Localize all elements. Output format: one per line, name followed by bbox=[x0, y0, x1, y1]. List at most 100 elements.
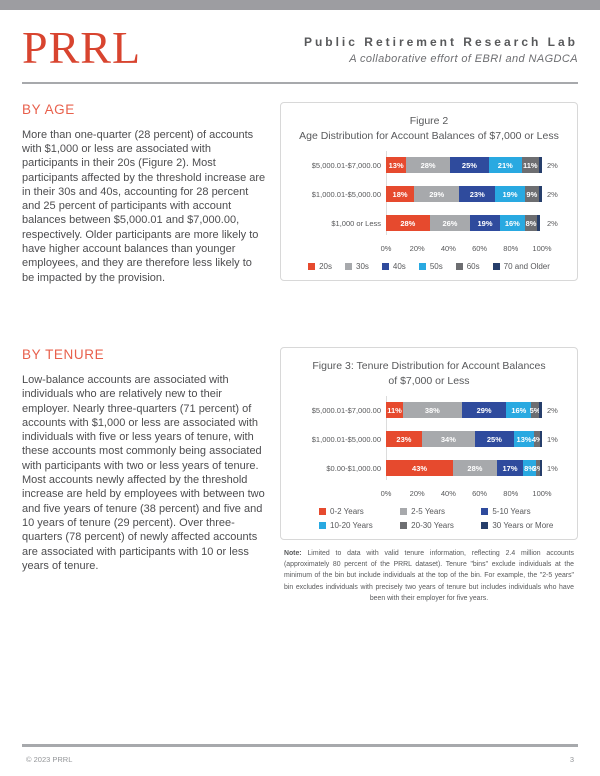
bar-segment-value: 43% bbox=[412, 463, 428, 473]
bar-segment: 11% bbox=[521, 157, 539, 174]
figure2-plot-area: $5,000.01-$7,000.00 13% 28% 25% 21% 11% 2% $1,0… bbox=[293, 151, 565, 236]
bar-segment-value: 11% bbox=[522, 160, 538, 170]
bar-segment-value: 28% bbox=[400, 218, 416, 228]
bar-segment-value: 11% bbox=[387, 405, 402, 415]
bar-segment bbox=[538, 186, 542, 203]
figure3-title: Figure 3: Tenure Distribution for Accoun… bbox=[293, 359, 565, 389]
bar-segment: 23% bbox=[386, 431, 422, 448]
legend-swatch bbox=[400, 522, 408, 530]
bar-segment: 3% bbox=[532, 460, 544, 477]
by-tenure-paragraph: Low-balance accounts are associated with… bbox=[22, 373, 265, 572]
legend-item: 70 and Older bbox=[492, 262, 550, 272]
legend-swatch bbox=[319, 522, 326, 530]
legend-swatch bbox=[319, 508, 326, 516]
bar-outside-value: 2% bbox=[547, 405, 558, 415]
legend-label: 40s bbox=[392, 262, 406, 272]
bar-segment: 19% bbox=[470, 215, 500, 232]
org-name: Public Retirement Research Lab bbox=[303, 34, 578, 49]
chart-row: $1,000.01-$5,000.00 23% 34% 25% 13% 4% 1% bbox=[293, 431, 565, 448]
bar-segment-value: 3% bbox=[532, 463, 544, 473]
by-age-heading: BY AGE bbox=[22, 101, 75, 117]
category-label: $1,000 or Less bbox=[331, 218, 381, 228]
legend-item: 10-20 Years bbox=[319, 521, 400, 530]
x-axis-tick-label: 40% bbox=[440, 244, 456, 254]
bar-segment-value: 21% bbox=[497, 160, 513, 170]
figure2-title-line2: Age Distribution for Account Balances of… bbox=[299, 129, 559, 142]
bar-segment-value: 16% bbox=[504, 218, 520, 228]
category-label: $0.00-$1,000.00 bbox=[326, 463, 381, 473]
figure3-title-line2: of $7,000 or Less bbox=[388, 375, 470, 388]
figure3-plot-area: $5,000.01-$7,000.00 11% 38% 29% 16% 5% 2% $1,00… bbox=[293, 396, 565, 481]
bar-segment bbox=[540, 460, 542, 477]
by-tenure-text-column: BY TENURE Low-balance accounts are assoc… bbox=[22, 347, 266, 573]
bar-segment-value: 13% bbox=[516, 434, 532, 444]
x-axis-ticks: 0% 20% 40% 60% 80% 100% bbox=[381, 244, 552, 255]
legend-swatch bbox=[345, 263, 352, 271]
legend-item: 30s bbox=[345, 262, 369, 271]
bar-outside-value: 2% bbox=[547, 189, 558, 199]
prrl-logo: PRRL bbox=[22, 22, 142, 73]
x-axis-tick-label: 60% bbox=[472, 489, 488, 499]
legend-item: 20s bbox=[308, 262, 332, 271]
category-label: $1,000.01-$5,000.00 bbox=[311, 434, 381, 444]
bar-segment: 43% bbox=[386, 460, 454, 477]
figure3-chart: $5,000.01-$7,000.00 11% 38% 29% 16% 5% 2% $1,00… bbox=[293, 396, 565, 530]
footer-divider bbox=[22, 744, 578, 747]
bar-segment: 29% bbox=[414, 186, 460, 203]
chart-row: $1,000 or Less 28% 26% 19% 16% 8% 2% bbox=[293, 215, 565, 232]
legend-swatch bbox=[418, 263, 426, 271]
bar-segment: 19% bbox=[495, 186, 525, 203]
bar-segment-value: 23% bbox=[396, 434, 412, 444]
x-axis-ticks: 0% 20% 40% 60% 80% 100% bbox=[381, 489, 552, 500]
x-axis-tick-label: 80% bbox=[503, 244, 519, 254]
bar-segment-value: 25% bbox=[461, 160, 477, 170]
legend-swatch bbox=[400, 508, 408, 516]
chart-row: $0.00-$1,000.00 43% 28% 17% 8% 3% 1% bbox=[293, 460, 565, 477]
category-label: $5,000.01-$7,000.00 bbox=[311, 405, 381, 415]
legend-label: 30 Years or More bbox=[492, 521, 554, 531]
bar-segment-value: 29% bbox=[429, 189, 445, 199]
bar-segment-value: 38% bbox=[424, 405, 440, 415]
figure3-x-axis: 0% 20% 40% 60% 80% 100% bbox=[293, 489, 565, 500]
bar-segment-value: 34% bbox=[440, 434, 456, 444]
category-label: $1,000.01-$5,000.00 bbox=[311, 189, 381, 199]
bar-segment: 5% bbox=[530, 402, 540, 419]
note-text: Limited to data with valid tenure inform… bbox=[284, 550, 574, 602]
figure3-title-line1: Figure 3: Tenure Distribution for Accoun… bbox=[312, 359, 546, 372]
bar-segment: 28% bbox=[453, 460, 497, 477]
legend-item: 40s bbox=[381, 262, 406, 272]
chart-row: $1,000.01-$5,000.00 18% 29% 23% 19% 9% 2% bbox=[293, 186, 565, 203]
header-divider bbox=[22, 81, 578, 84]
bar-segment: 21% bbox=[488, 157, 522, 174]
bar-segment-value: 13% bbox=[388, 160, 404, 170]
bar-segment: 8% bbox=[524, 215, 538, 232]
legend-swatch bbox=[492, 263, 500, 271]
bar-segment-value: 4% bbox=[531, 434, 543, 444]
x-axis-tick-label: 60% bbox=[472, 244, 488, 254]
bar-outside-value: 1% bbox=[547, 463, 558, 473]
bar-outside-value: 2% bbox=[547, 218, 558, 228]
bar-segment: 4% bbox=[531, 431, 543, 448]
bar-segment: 28% bbox=[406, 157, 450, 174]
legend-label: 20s bbox=[319, 262, 332, 272]
bar-track: 43% 28% 17% 8% 3% bbox=[386, 460, 544, 477]
figure3-legend: 0-2 Years 2-5 Years 5-10 Years 10-20 Years 2… bbox=[293, 507, 565, 530]
bar-outside-value: 2% bbox=[547, 160, 558, 170]
x-axis-tick-label: 100% bbox=[532, 244, 552, 254]
section-by-tenure: BY TENURE Low-balance accounts are assoc… bbox=[22, 346, 578, 604]
bar-segment: 9% bbox=[524, 186, 539, 203]
figure3-column: Figure 3: Tenure Distribution for Accoun… bbox=[280, 346, 578, 604]
page-content: BY AGE More than one-quarter (28 percent… bbox=[0, 84, 600, 744]
figure2-legend: 20s 30s 40s 50s 60s 70 and Older bbox=[293, 262, 565, 271]
page-number: 3 bbox=[569, 755, 574, 764]
figure3-note: Note: Limited to data with valid tenure … bbox=[280, 548, 578, 603]
legend-label: 70 and Older bbox=[503, 262, 550, 272]
legend-label: 60s bbox=[466, 262, 480, 272]
bar-segment-value: 18% bbox=[392, 189, 408, 199]
figure2-chart: $5,000.01-$7,000.00 13% 28% 25% 21% 11% 2% $1,0… bbox=[293, 151, 565, 271]
bar-segment: 38% bbox=[402, 402, 462, 419]
bar-segment: 16% bbox=[499, 215, 525, 232]
footer: © 2023 PRRL 3 bbox=[0, 744, 600, 776]
bar-track: 23% 34% 25% 13% 4% bbox=[386, 431, 543, 448]
